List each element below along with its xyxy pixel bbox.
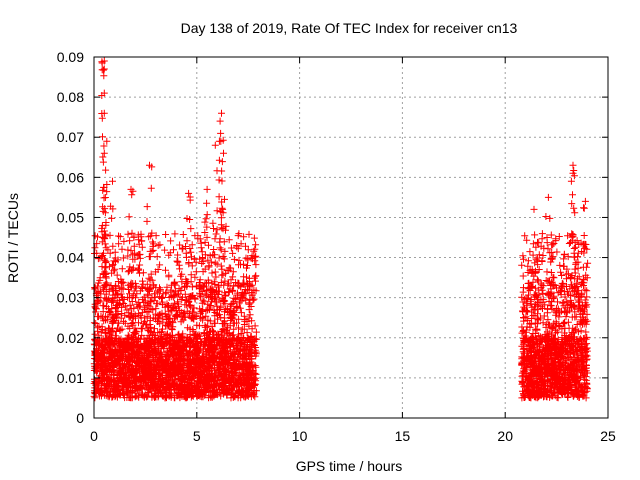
x-axis-label: GPS time / hours bbox=[296, 458, 403, 474]
data-points bbox=[90, 57, 592, 402]
y-tick-label: 0.01 bbox=[57, 370, 84, 386]
y-tick-label: 0.09 bbox=[57, 49, 84, 65]
plot-frame bbox=[93, 56, 609, 419]
y-tick-label: 0.03 bbox=[57, 290, 84, 306]
x-tick-label: 20 bbox=[497, 428, 513, 444]
y-tick-label: 0.02 bbox=[57, 330, 84, 346]
x-tick-label: 5 bbox=[193, 428, 201, 444]
y-tick-label: 0.05 bbox=[57, 209, 84, 225]
scatter-markers bbox=[90, 57, 592, 402]
chart-title: Day 138 of 2019, Rate Of TEC Index for r… bbox=[181, 20, 518, 36]
x-tick-label: 15 bbox=[395, 428, 411, 444]
y-tick-label: 0.07 bbox=[57, 129, 84, 145]
y-axis-label: ROTI / TECUs bbox=[5, 193, 21, 283]
y-tick-label: 0.06 bbox=[57, 169, 84, 185]
y-tick-label: 0.08 bbox=[57, 89, 84, 105]
x-tick-label: 0 bbox=[90, 428, 98, 444]
x-tick-label: 25 bbox=[600, 428, 616, 444]
y-tick-label: 0 bbox=[76, 410, 84, 426]
x-axis: 0 5 10 15 20 25 bbox=[90, 57, 616, 444]
y-tick-label: 0.04 bbox=[57, 250, 84, 266]
y-axis: 0 0.01 0.02 0.03 0.04 0.05 0.06 0.07 0.08 0.09 bbox=[57, 49, 608, 426]
x-tick-label: 10 bbox=[292, 428, 308, 444]
